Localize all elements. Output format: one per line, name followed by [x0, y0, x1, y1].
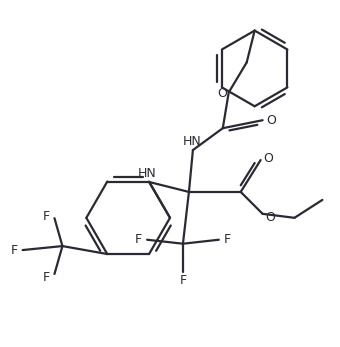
Text: F: F — [135, 233, 142, 246]
Text: HN: HN — [183, 135, 201, 147]
Text: O: O — [267, 114, 276, 127]
Text: O: O — [217, 87, 227, 100]
Text: HN: HN — [138, 167, 156, 179]
Text: F: F — [180, 274, 187, 287]
Text: O: O — [266, 211, 275, 224]
Text: O: O — [264, 152, 274, 164]
Text: F: F — [11, 244, 18, 256]
Text: F: F — [43, 271, 50, 285]
Text: F: F — [43, 210, 50, 223]
Text: F: F — [224, 233, 231, 246]
